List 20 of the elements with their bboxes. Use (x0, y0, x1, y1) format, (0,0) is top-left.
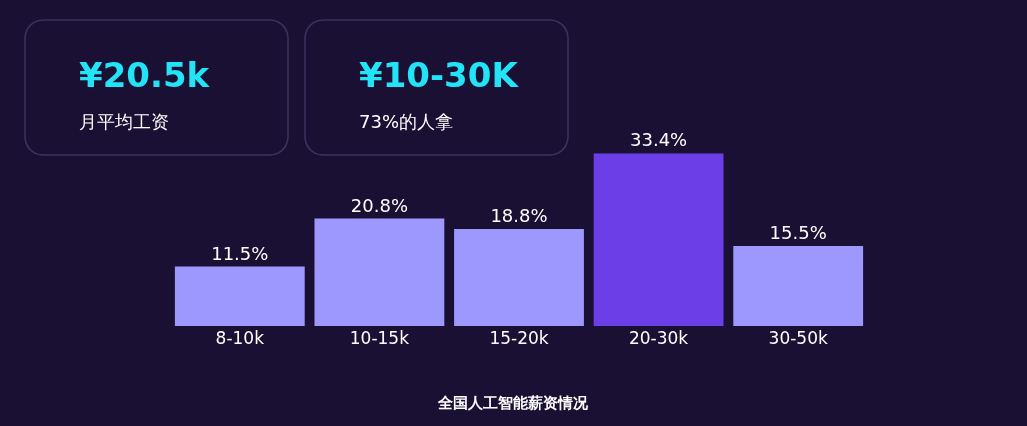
text: 月平均工资 (79, 111, 169, 132)
data-label: 33.4% (630, 129, 688, 151)
data-label: 15.5% (769, 221, 827, 243)
x-tick-label: 8-10k (215, 328, 265, 348)
data-label: 20.8% (350, 194, 408, 216)
x-tick-label: 20-30k (628, 328, 689, 348)
bar (733, 245, 864, 326)
bar (593, 153, 724, 326)
bar (314, 218, 445, 326)
data-label: 18.8% (490, 204, 548, 226)
bar (174, 266, 305, 326)
x-tick-label: 30-50k (768, 328, 828, 348)
x-tick-label: 15-20k (489, 328, 549, 348)
text: 全国人工智能薪资情况 (437, 394, 589, 412)
bar (454, 228, 584, 326)
text: ¥20.5k (79, 55, 211, 95)
data-label: 11.5% (211, 242, 269, 264)
text: 73%的人拿 (359, 111, 454, 132)
text: ¥10-30K (359, 55, 520, 95)
x-tick-label: 10-15k (349, 328, 410, 348)
